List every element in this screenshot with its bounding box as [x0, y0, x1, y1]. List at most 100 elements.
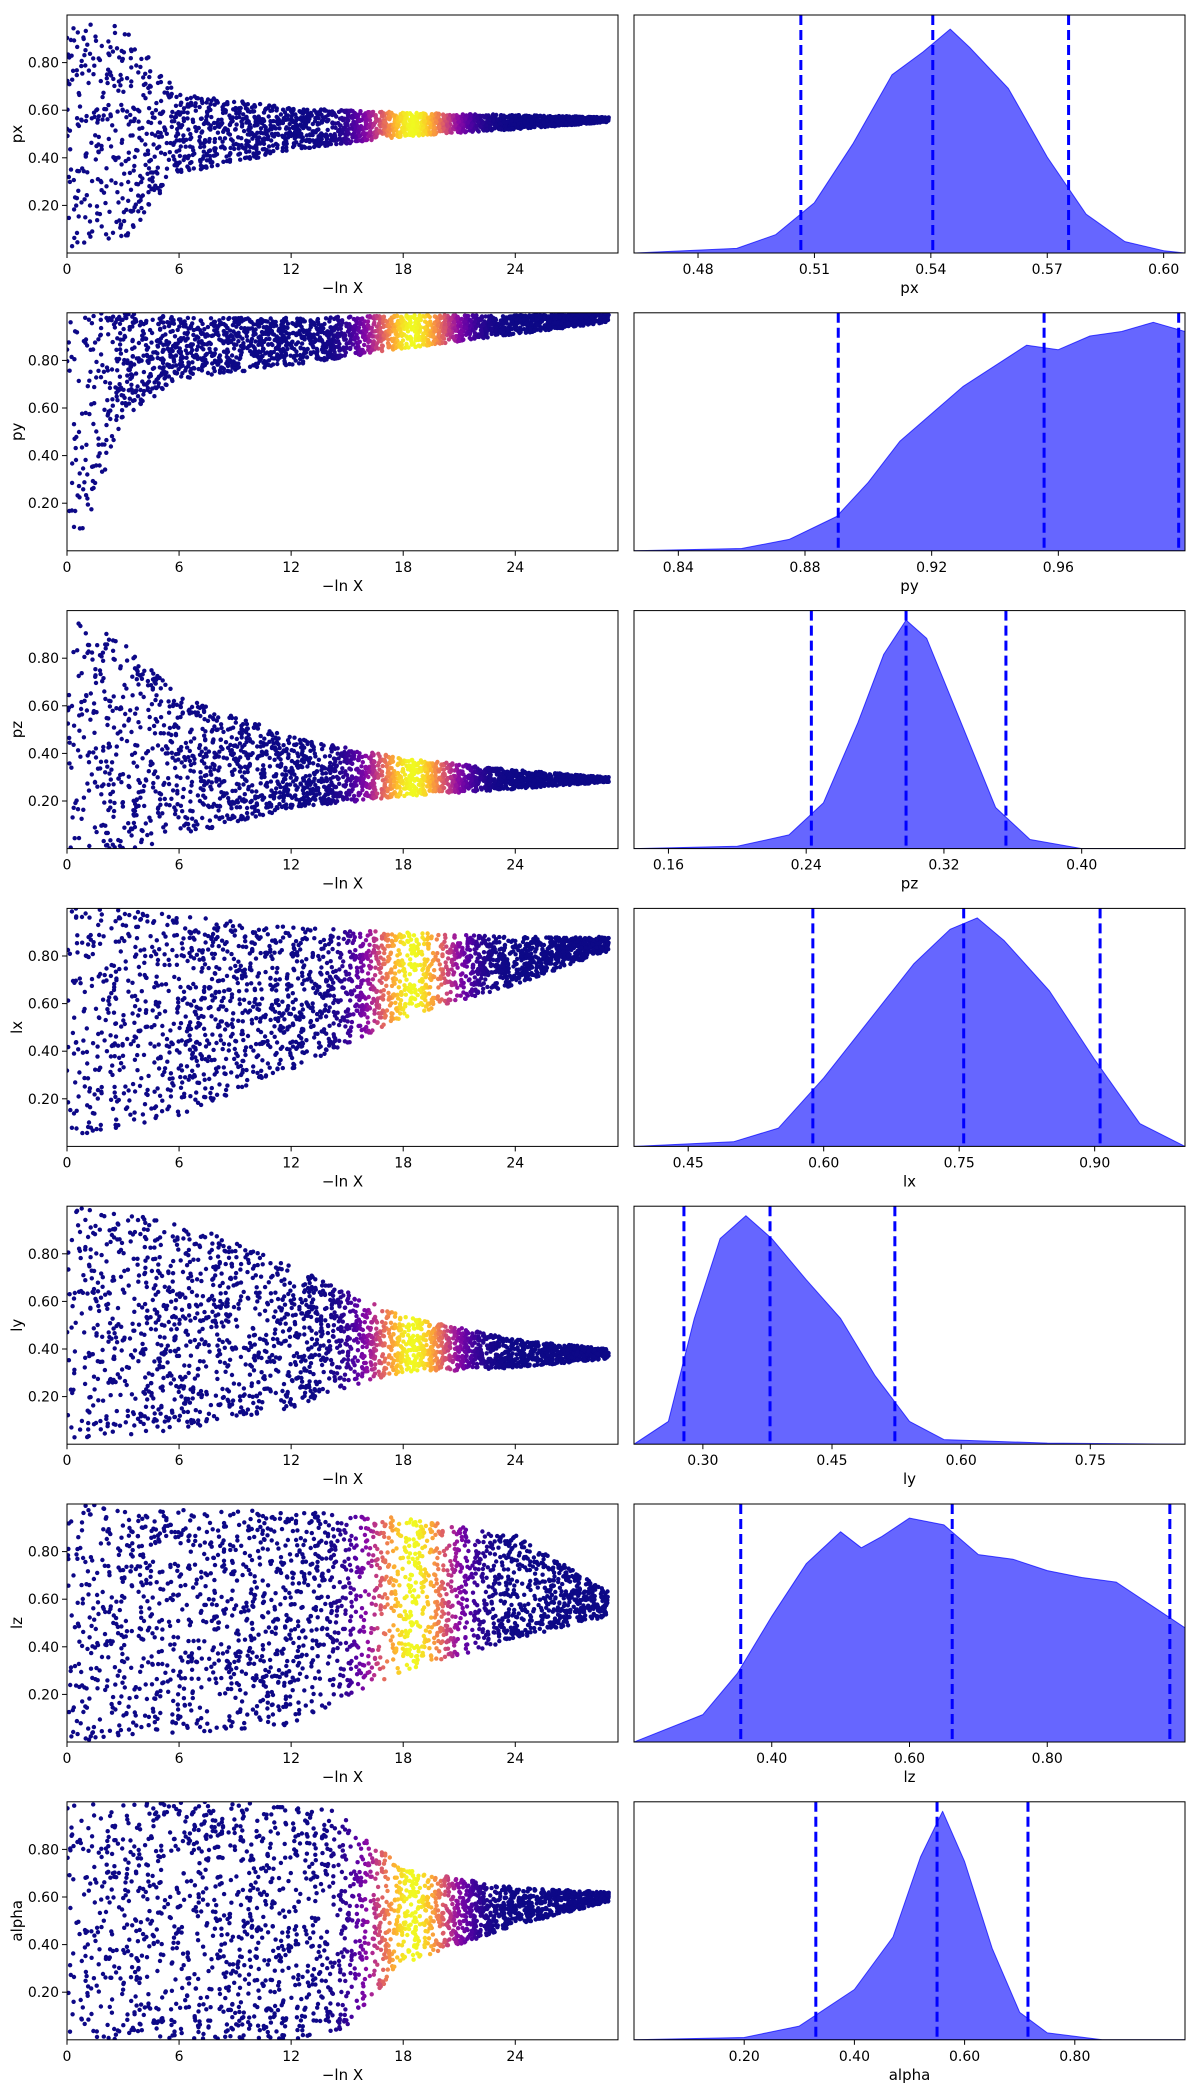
- trace-point: [166, 320, 171, 325]
- trace-point: [122, 357, 127, 363]
- trace-point: [67, 133, 70, 139]
- trace-point: [107, 209, 112, 214]
- trace-point: [147, 90, 152, 95]
- trace-point: [435, 323, 440, 328]
- trace-point: [552, 320, 558, 325]
- trace-point: [266, 342, 271, 347]
- trace-point: [362, 130, 367, 136]
- trace-point: [130, 223, 136, 228]
- trace-point: [184, 343, 190, 349]
- trace-point: [137, 135, 142, 140]
- trace-point: [188, 323, 194, 328]
- trace-point: [504, 326, 510, 331]
- trace-point: [283, 352, 289, 358]
- trace-point: [516, 329, 521, 334]
- trace-point: [467, 332, 472, 337]
- trace-point: [203, 334, 208, 339]
- x-tick-label: 6: [175, 262, 184, 278]
- trace-point: [198, 116, 204, 122]
- trace-point: [376, 321, 382, 326]
- trace-point: [205, 121, 211, 126]
- trace-point: [112, 30, 118, 36]
- trace-point: [307, 327, 312, 333]
- trace-point: [110, 403, 116, 408]
- trace-point: [537, 326, 542, 332]
- trace-point: [192, 94, 197, 99]
- trace-point: [110, 339, 115, 345]
- trace-point: [268, 316, 273, 321]
- trace-point: [84, 193, 90, 198]
- trace-point: [342, 331, 347, 336]
- trace-point: [309, 113, 314, 118]
- trace-point: [195, 325, 201, 330]
- trace-point: [185, 315, 191, 321]
- trace-point: [79, 63, 84, 69]
- trace-point: [215, 163, 220, 168]
- trace-point: [110, 314, 116, 319]
- trace-point: [87, 203, 93, 208]
- trace-point: [217, 368, 223, 373]
- trace-point: [490, 126, 495, 132]
- trace-point: [315, 111, 320, 116]
- trace-point: [211, 365, 216, 371]
- trace-point: [278, 112, 284, 117]
- trace-point: [239, 119, 244, 124]
- trace-point: [518, 117, 524, 122]
- trace-point: [136, 340, 142, 346]
- trace-point: [465, 120, 470, 125]
- trace-point: [145, 358, 150, 364]
- trace-point: [397, 130, 403, 135]
- trace-point: [458, 330, 463, 336]
- trace-point: [500, 325, 506, 331]
- trace-point: [314, 346, 320, 352]
- y-tick-label: 0.20: [28, 198, 59, 214]
- trace-point: [413, 333, 419, 338]
- trace-point: [417, 115, 423, 120]
- trace-point: [295, 316, 300, 321]
- trace-point: [201, 144, 207, 149]
- trace-point: [399, 115, 404, 121]
- trace-point: [72, 329, 78, 334]
- trace-point: [399, 333, 405, 338]
- trace-point: [362, 125, 367, 130]
- trace-point: [138, 198, 143, 203]
- trace-point: [225, 363, 231, 369]
- trace-point: [362, 342, 367, 348]
- trace-point: [381, 314, 387, 319]
- trace-point: [216, 117, 221, 123]
- trace-point: [525, 321, 530, 327]
- x-tick-label: 12: [282, 262, 300, 278]
- trace-point: [547, 319, 552, 324]
- trace-point: [238, 343, 244, 349]
- trace-point: [95, 211, 100, 216]
- trace-point: [178, 102, 183, 108]
- trace-point: [523, 115, 528, 120]
- trace-point: [175, 126, 180, 132]
- trace-point: [412, 313, 417, 318]
- trace-point: [476, 334, 482, 340]
- trace-point: [389, 135, 394, 140]
- trace-point: [199, 368, 205, 373]
- trace-point: [132, 398, 137, 403]
- trace-point: [146, 190, 151, 195]
- trace-point: [471, 328, 476, 333]
- trace-point: [266, 114, 271, 119]
- trace-point: [293, 358, 298, 363]
- trace-point: [133, 390, 138, 395]
- trace-point: [232, 319, 237, 325]
- trace-point: [109, 178, 114, 183]
- trace-point: [301, 352, 306, 358]
- trace-point: [374, 313, 379, 319]
- trace-point: [75, 122, 81, 127]
- trace-point: [124, 76, 130, 81]
- trace-point: [168, 354, 173, 359]
- trace-point: [217, 353, 223, 358]
- trace-point: [478, 124, 483, 129]
- trace-point: [355, 316, 360, 321]
- x-tick-label: 6: [175, 560, 184, 576]
- trace-point: [560, 117, 566, 123]
- trace-point: [284, 125, 289, 130]
- trace-point: [93, 34, 98, 39]
- trace-point: [188, 131, 193, 137]
- trace-point: [119, 77, 124, 82]
